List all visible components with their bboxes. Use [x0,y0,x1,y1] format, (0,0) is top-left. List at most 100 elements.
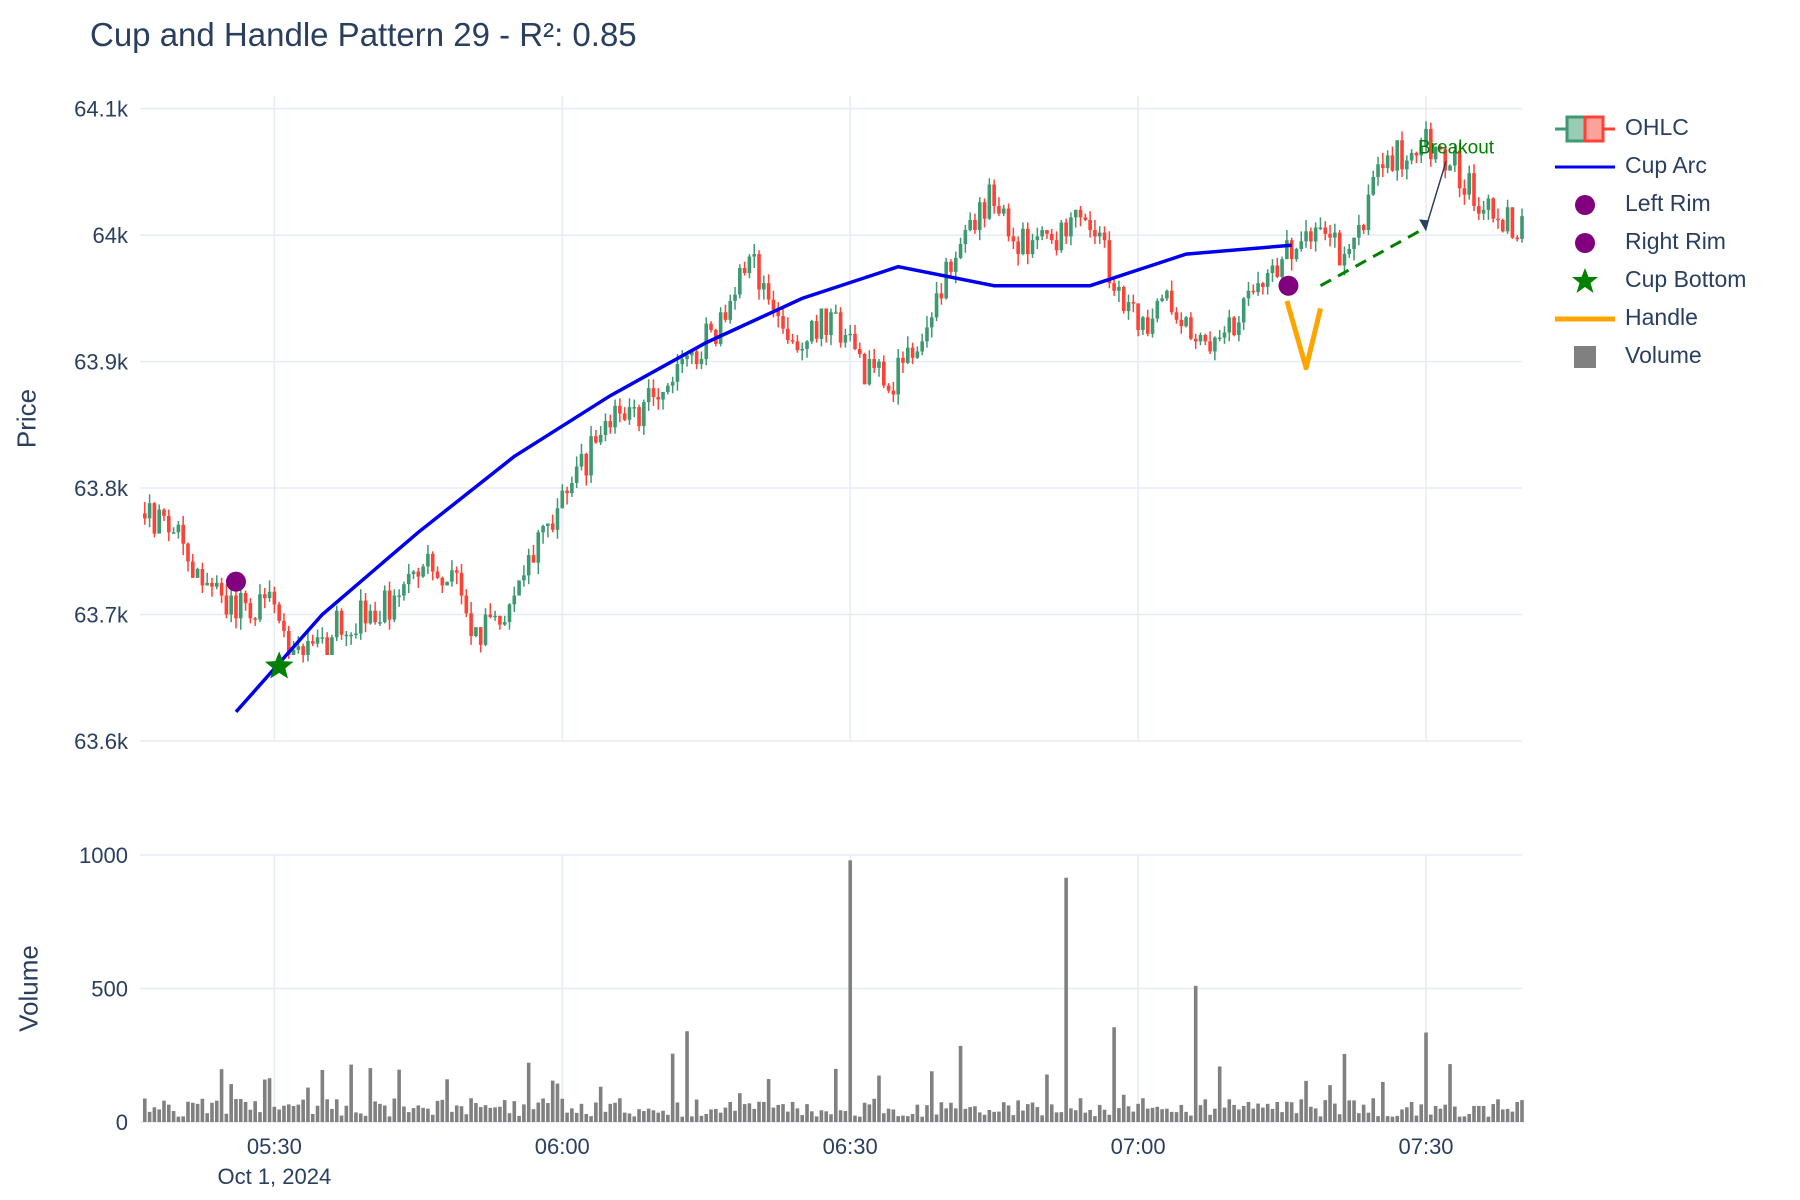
volume-bar [752,1108,757,1122]
volume-bar [781,1104,785,1122]
candle-body [450,570,454,582]
candle-body [977,202,982,231]
volume-bar [1285,1101,1289,1122]
volume-bar [493,1107,497,1122]
volume-bar [997,1111,1001,1122]
breakout-annotation-label: Breakout [1418,137,1495,158]
volume-bar [320,1069,325,1122]
candle-body [320,637,325,639]
volume-bar [363,1115,368,1122]
volume-bar [1501,1109,1505,1122]
candle-body [771,299,776,310]
candle-body [445,581,449,586]
legend-item-handle[interactable]: Handle [1555,300,1795,338]
candle-body [1414,152,1419,156]
candle-body [1198,335,1203,342]
candle-body [1486,198,1491,210]
candle-body [1395,140,1400,171]
volume-bar [1174,1112,1179,1122]
candle-body [622,413,627,420]
candle-body [411,571,416,575]
candle-body [1448,165,1452,171]
volume-bar [862,1102,867,1122]
candle-body [474,627,478,637]
volume-bar [896,1116,900,1122]
volume-bar [618,1098,622,1122]
volume-bar [229,1084,233,1122]
volume-bar [886,1108,891,1122]
candle-body [147,503,152,519]
volume-bar [464,1114,469,1122]
volume-bar [1323,1100,1328,1122]
candle-body [267,591,272,599]
volume-bar [238,1099,243,1122]
candle-body [541,526,545,533]
candle-body [1481,209,1486,214]
candle-body [570,483,574,494]
volume-bar [584,1113,589,1122]
volume-bar [1424,1032,1428,1122]
legend-item-cup-bottom[interactable]: Cup Bottom [1555,262,1795,300]
candle-body [646,388,651,403]
legend-item-right-rim[interactable]: Right Rim [1555,224,1795,262]
candle-body [574,466,579,483]
candle-body [776,309,781,317]
candle-body [1361,225,1366,231]
candle-body [195,569,200,578]
x-date-label: Oct 1, 2024 [217,1164,331,1189]
volume-bar [1102,1109,1107,1122]
volume-bar [166,1104,171,1122]
volume-bar [1342,1053,1347,1122]
candle-body [944,261,948,299]
candle-body [598,434,603,443]
volume-bar [171,1111,176,1122]
volume-bar [1357,1113,1361,1122]
candle-body [1280,259,1284,277]
volume-bar [1088,1109,1092,1122]
candle-body [291,649,296,655]
candle-body [685,355,689,360]
volume-bar [1030,1102,1035,1122]
volume-bar [632,1116,637,1122]
volume-bar [1246,1101,1251,1122]
x-tick-label: 07:30 [1398,1134,1453,1159]
cup-arc-line [234,243,1292,714]
volume-bar [814,1116,819,1122]
volume-bar [334,1099,339,1122]
candle-body [833,312,838,314]
volume-bar [637,1109,641,1122]
candle-body [502,622,507,625]
volume-bar [176,1116,181,1122]
volume-bar [973,1106,977,1122]
volume-bar [454,1105,459,1122]
candle-body [896,357,900,395]
candle-body [762,283,766,290]
candle-body [1467,173,1472,195]
volume-bar [877,1075,881,1122]
volume-bar [570,1108,574,1122]
legend-item-left-rim[interactable]: Left Rim [1555,186,1795,224]
candle-body [848,333,852,336]
volume-bar [248,1109,253,1122]
candle-body [560,490,565,509]
volume-bar [666,1114,670,1122]
volume-bar [157,1109,161,1122]
candle-body [1102,232,1107,241]
candle-body [301,646,305,655]
candle-body [872,359,876,368]
volume-bar [1256,1103,1260,1122]
legend-item-volume[interactable]: Volume [1555,338,1795,376]
volume-bar [1184,1111,1188,1122]
candle-body [920,341,924,352]
volume-bar [1006,1105,1011,1122]
volume-bar [214,1100,219,1122]
candle-body [1405,160,1409,170]
legend-item-cup-arc[interactable]: Cup Arc [1555,148,1795,186]
legend-item-ohlc[interactable]: OHLC [1555,110,1795,148]
candle-body [507,604,512,623]
candle-body [1376,164,1380,177]
candle-body [867,359,872,385]
volume-bar [690,1116,694,1122]
candle-body [1241,298,1246,323]
volume-bar [253,1101,257,1122]
